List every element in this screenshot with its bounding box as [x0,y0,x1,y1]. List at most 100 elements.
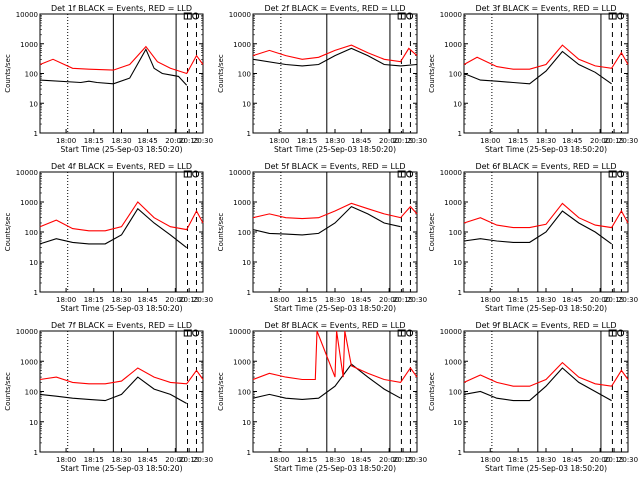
y-tick-label: 100 [449,389,462,397]
x-tick-label: 18:30 [111,456,131,464]
y-tick-label: 100 [238,229,251,237]
y-tick-label: 100 [238,389,251,397]
x-tick-label: 20:30 [193,296,213,304]
x-tick-label: 20:15 [393,456,413,464]
x-tick-label: 18:45 [351,456,371,464]
y-tick-label: 10000 [16,11,38,19]
marker-glyph [608,12,617,20]
y-tick-label: 1000 [233,358,251,366]
series-line-events [39,48,188,86]
x-tick-label: 20:15 [604,456,624,464]
x-tick-label: 18:15 [297,456,317,464]
plot-frame [252,13,418,134]
y-tick-label: 1000 [233,41,251,49]
series-line-lld [252,330,418,384]
marker-glyph [183,12,192,20]
panel-det-1: Det 1f BLACK = Events, RED = LLD 1 10 100 10… [4,4,213,154]
chart-title: Det 3f BLACK = Events, RED = LLD [475,4,616,13]
y-axis-label: Counts/sec [217,372,225,411]
y-tick-label: 100 [25,229,38,237]
y-tick-label: 10000 [16,169,38,177]
y-tick-label: 10 [242,100,251,108]
x-tick-label: 18:00 [269,296,289,304]
y-axis-label: Counts/sec [428,372,436,411]
x-axis-label: Start Time (25-Sep-03 18:50:20) [485,464,607,473]
x-tick-label: 18:45 [137,456,157,464]
y-tick-label: 1 [34,130,38,138]
x-tick-label: 20:15 [179,456,199,464]
x-tick-label: 18:15 [84,137,104,145]
marker-glyph [183,329,192,337]
plot-frame [39,171,204,293]
x-axis-label: Start Time (25-Sep-03 18:50:20) [274,304,396,313]
marker-glyph [397,329,406,337]
x-tick-label: 18:45 [562,456,582,464]
marker-glyph [406,12,414,20]
x-tick-label: 20:00 [379,456,399,464]
y-tick-label: 1 [34,289,38,297]
marker-glyph [617,329,625,337]
series-line-events [463,367,612,402]
series-line-lld [252,202,418,220]
panel-det-8: Det 8f BLACK = Events, RED = LLD 1 10 100 10… [217,321,427,473]
x-tick-label: 18:15 [84,296,104,304]
y-tick-label: 10000 [229,328,251,336]
y-tick-label: 1 [34,449,38,457]
x-tick-label: 20:15 [179,137,199,145]
series-line-lld [463,361,629,387]
y-tick-label: 10000 [440,11,462,19]
marker-glyph [617,12,625,20]
y-tick-label: 10 [29,259,38,267]
y-tick-label: 1000 [20,199,38,207]
x-tick-label: 20:15 [604,137,624,145]
x-tick-label: 18:45 [351,137,371,145]
chart-title: Det 5f BLACK = Events, RED = LLD [264,162,405,171]
x-tick-label: 20:30 [407,137,427,145]
x-tick-label: 18:15 [297,137,317,145]
x-tick-label: 18:45 [562,137,582,145]
marker-glyph [617,170,625,178]
x-tick-label: 20:15 [179,296,199,304]
series-line-lld [39,45,204,75]
x-axis-label: Start Time (25-Sep-03 18:50:20) [61,464,183,473]
x-tick-label: 18:30 [111,296,131,304]
x-tick-label: 20:30 [193,137,213,145]
y-tick-label: 1000 [444,41,462,49]
plot-frame [463,330,629,453]
y-axis-label: Counts/sec [4,54,12,93]
plot-frame [39,13,204,134]
y-tick-label: 1 [458,449,462,457]
panel-det-9: Det 9f BLACK = Events, RED = LLD 1 10 100 10… [428,321,638,473]
y-tick-label: 100 [25,389,38,397]
y-tick-label: 10 [242,259,251,267]
x-tick-label: 18:00 [480,137,500,145]
y-axis-label: Counts/sec [217,213,225,252]
x-tick-label: 18:00 [56,456,76,464]
x-tick-label: 18:30 [325,456,345,464]
chart-title: Det 1f BLACK = Events, RED = LLD [51,4,192,13]
y-tick-label: 1 [247,289,251,297]
x-axis-label: Start Time (25-Sep-03 18:50:20) [485,304,607,313]
y-tick-label: 10000 [440,328,462,336]
series-line-events [252,47,418,67]
chart-title: Det 6f BLACK = Events, RED = LLD [475,162,616,171]
y-tick-label: 1000 [20,358,38,366]
x-tick-label: 20:00 [590,296,610,304]
x-tick-label: 18:15 [508,137,528,145]
y-axis-label: Counts/sec [217,54,225,93]
x-tick-label: 18:45 [137,137,157,145]
x-tick-label: 20:30 [407,456,427,464]
x-axis-label: Start Time (25-Sep-03 18:50:20) [61,145,183,154]
series-line-events [463,210,612,245]
x-tick-label: 18:00 [56,137,76,145]
x-tick-label: 20:30 [193,456,213,464]
x-tick-label: 18:15 [508,456,528,464]
y-tick-label: 10000 [440,169,462,177]
chart-title: Det 4f BLACK = Events, RED = LLD [51,162,192,171]
y-tick-label: 10 [29,100,38,108]
y-axis-label: Counts/sec [4,372,12,411]
x-axis-label: Start Time (25-Sep-03 18:50:20) [274,145,396,154]
y-tick-label: 10 [29,419,38,427]
y-tick-label: 1 [247,130,251,138]
y-tick-label: 10 [453,419,462,427]
